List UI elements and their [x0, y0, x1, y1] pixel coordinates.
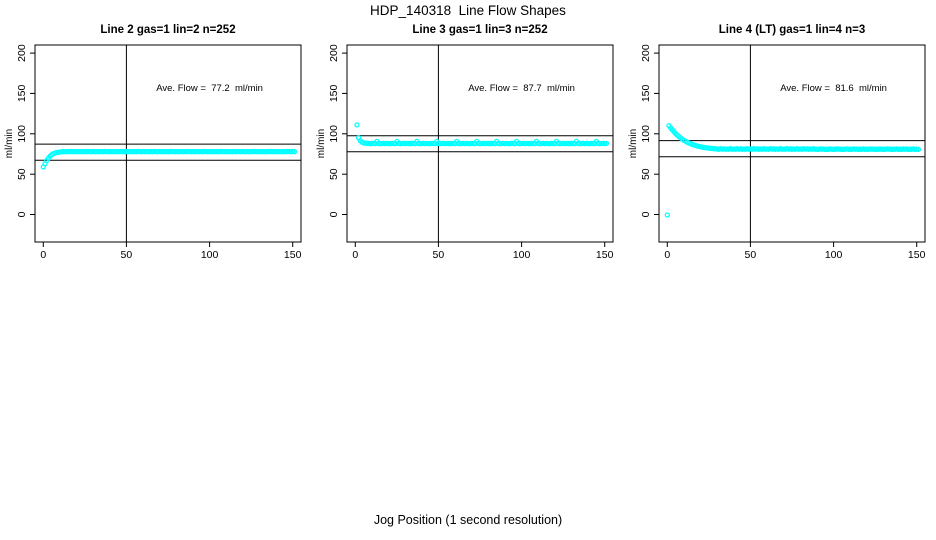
data-point [603, 140, 610, 147]
data-point [354, 122, 360, 128]
x-tick-label: 100 [201, 249, 219, 261]
y-tick-label: 200 [640, 44, 652, 62]
x-tick-label: 0 [40, 249, 46, 261]
y-tick-label: 200 [16, 44, 28, 62]
x-tick-label: 150 [596, 249, 614, 261]
y-tick-label: 200 [328, 44, 340, 62]
y-tick-label: 150 [328, 84, 340, 102]
panel-title: Line 4 (LT) gas=1 lin=4 n=3 [719, 24, 865, 36]
avg-flow-annotation: Ave. Flow = 77.2 ml/min [156, 83, 263, 94]
y-tick-label: 150 [16, 84, 28, 102]
x-tick-label: 0 [664, 249, 670, 261]
data-point [291, 149, 298, 155]
x-tick-label: 50 [745, 249, 757, 261]
x-tick-label: 0 [352, 249, 358, 261]
avg-flow-annotation: Ave. Flow = 81.6 ml/min [780, 83, 887, 94]
x-tick-label: 100 [825, 249, 843, 261]
x-axis-label: Jog Position (1 second resolution) [373, 513, 563, 527]
panel-title: Line 2 gas=1 lin=2 n=252 [100, 24, 235, 36]
x-tick-label: 50 [433, 249, 445, 261]
plot-box [658, 44, 926, 243]
y-tick-label: 100 [328, 125, 340, 143]
panel-title: Line 3 gas=1 lin=3 n=252 [412, 24, 547, 36]
panel-2: 0 50 100 150 0 50 100 150 200 ml/min Line 3 gas=1 … [316, 24, 614, 261]
plot-box [34, 44, 302, 243]
x-tick-label: 100 [513, 249, 531, 261]
data-point [915, 146, 922, 153]
panel-3: 0 50 100 150 0 50 100 150 200 ml/min Line 4 (LT) g… [628, 24, 926, 261]
y-tick-label: 0 [328, 211, 340, 217]
y-tick-label: 50 [640, 168, 652, 180]
data-points [354, 122, 610, 147]
plot-box [346, 44, 614, 243]
y-axis-title: ml/min [316, 129, 327, 158]
y-tick-label: 0 [640, 211, 652, 217]
y-tick-label: 150 [640, 84, 652, 102]
data-points [664, 123, 922, 218]
y-axis-title: ml/min [4, 129, 15, 158]
avg-flow-annotation: Ave. Flow = 87.7 ml/min [468, 83, 575, 94]
y-tick-label: 0 [16, 211, 28, 217]
figure-title: HDP_140318 Line Flow Shapes [370, 3, 566, 18]
y-tick-label: 100 [640, 125, 652, 143]
y-tick-label: 50 [328, 168, 340, 180]
data-points [40, 148, 298, 170]
data-point [664, 212, 670, 218]
y-tick-label: 100 [16, 125, 28, 143]
x-tick-label: 150 [284, 249, 302, 261]
x-tick-label: 50 [121, 249, 133, 261]
y-tick-label: 50 [16, 168, 28, 180]
x-tick-label: 150 [908, 249, 926, 261]
y-axis-title: ml/min [628, 129, 639, 158]
panel-1: 0 50 100 150 0 50 100 150 200 ml/min Line 2 gas=1 … [4, 24, 302, 261]
